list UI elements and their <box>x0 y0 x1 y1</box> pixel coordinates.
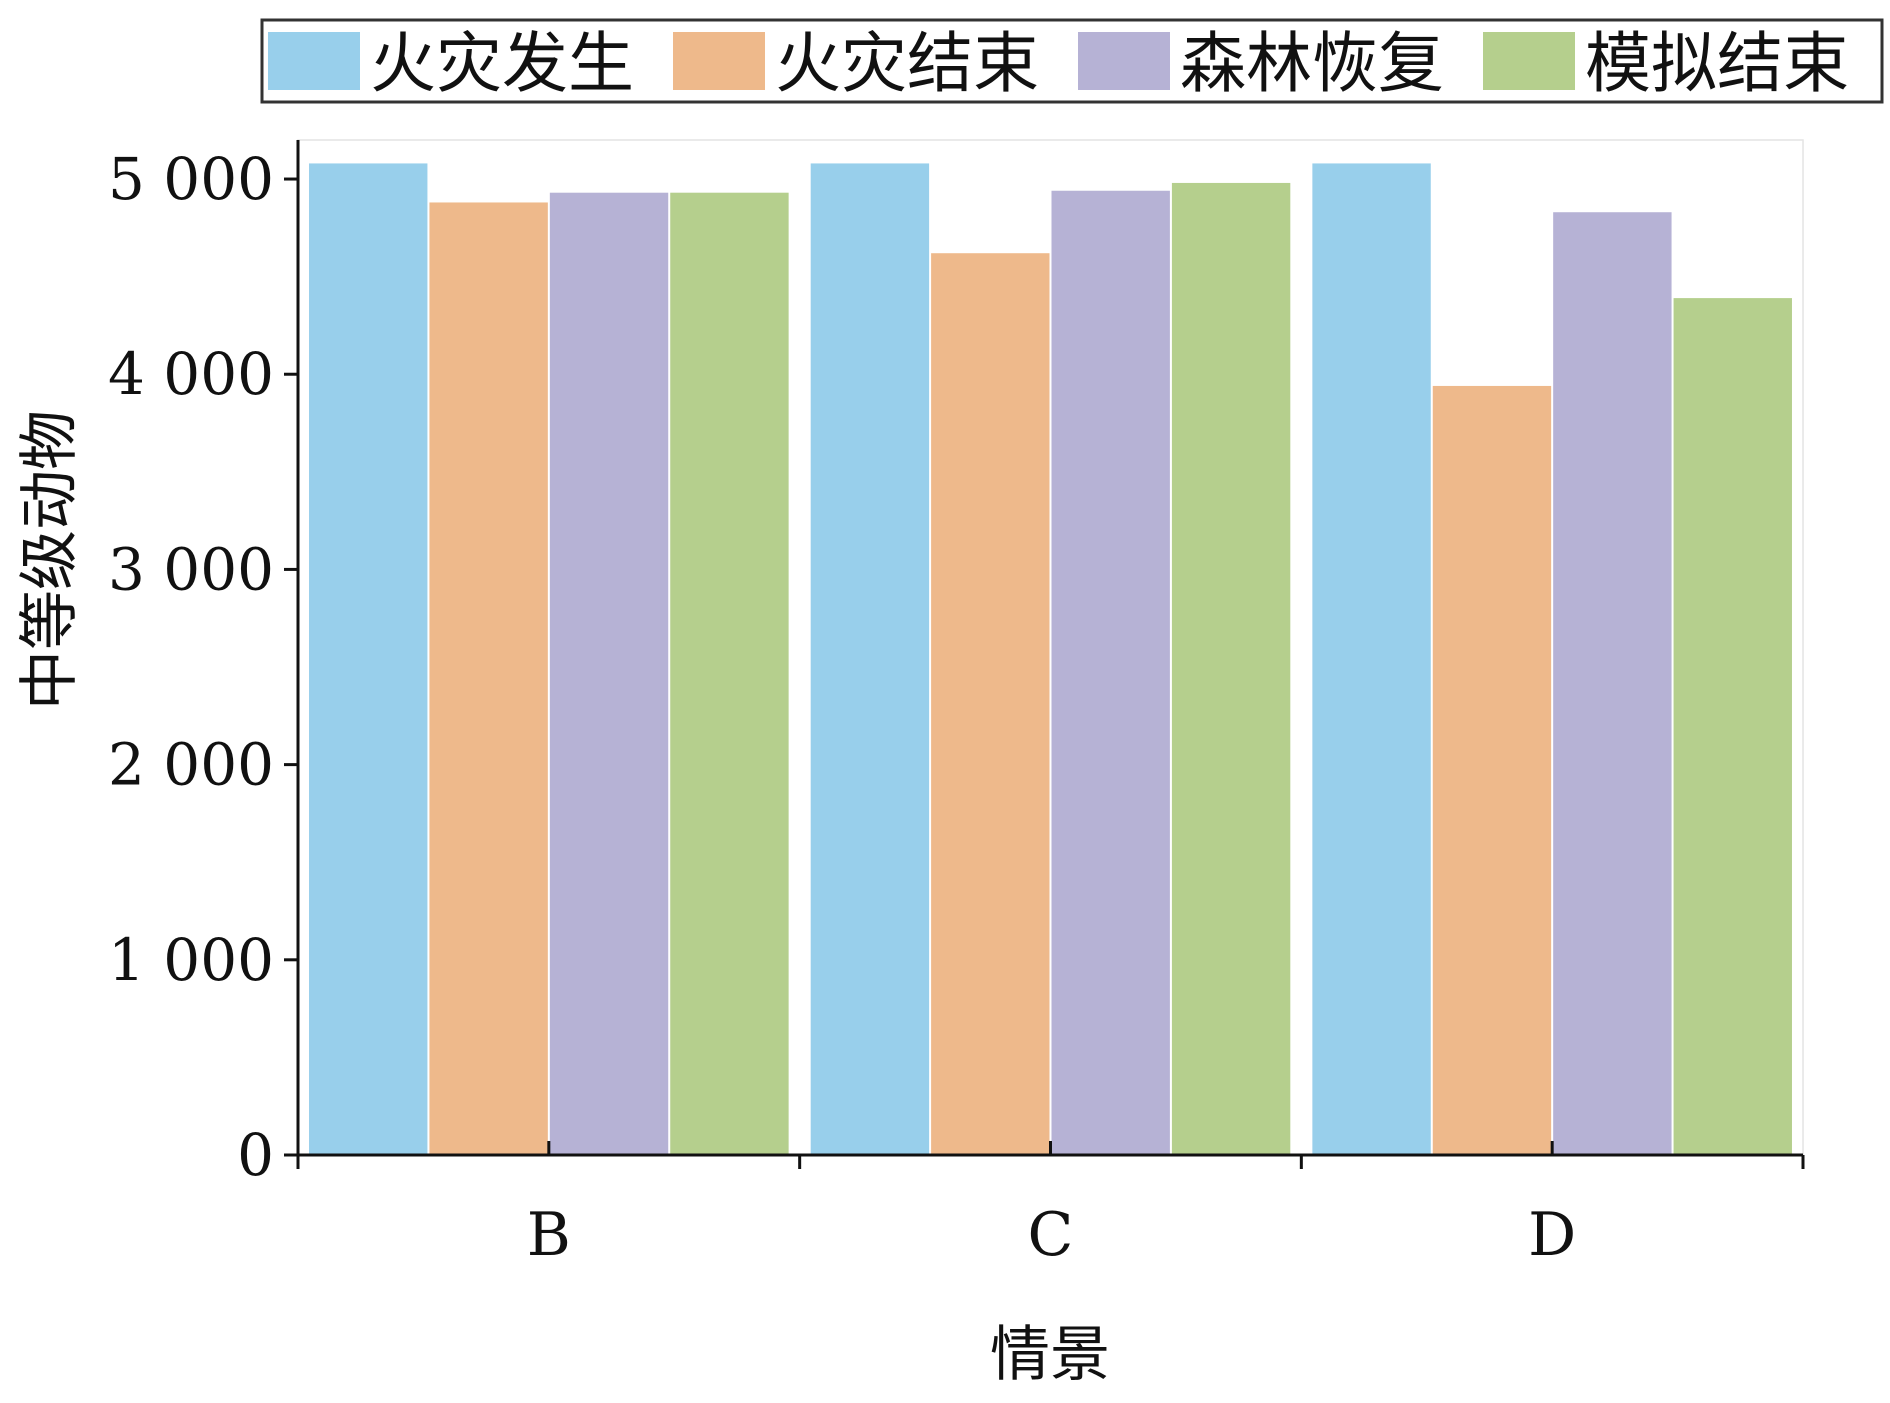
y-tick-label: 5 000 <box>108 145 274 213</box>
bars <box>309 163 1792 1156</box>
y-tick-label: 1 000 <box>108 926 274 994</box>
bar <box>1432 385 1552 1155</box>
bar <box>810 163 930 1155</box>
y-tick-label: 4 000 <box>108 340 274 408</box>
y-axis-title: 中等级动物 <box>15 410 85 710</box>
x-tick-label: C <box>1028 1200 1074 1270</box>
bar <box>1312 163 1431 1155</box>
bar <box>1673 298 1792 1155</box>
x-axis-ticks: B C D <box>296 1141 1805 1270</box>
bar <box>1553 212 1672 1155</box>
bar <box>549 192 669 1156</box>
plot-area <box>297 139 1804 1156</box>
bar <box>1171 182 1291 1155</box>
legend-label: 火灾发生 <box>370 25 634 102</box>
legend: 火灾发生 火灾结束 森林恢复 模拟结束 <box>260 18 1884 104</box>
bar <box>429 202 548 1155</box>
legend-swatch <box>1483 32 1575 90</box>
bar <box>309 163 428 1155</box>
legend-frame <box>260 18 1884 104</box>
legend-swatch <box>673 32 765 90</box>
y-tick-label: 3 000 <box>108 535 274 603</box>
legend-label: 火灾结束 <box>775 25 1039 102</box>
y-tick-label: 2 000 <box>108 731 274 799</box>
legend-label: 模拟结束 <box>1585 25 1849 102</box>
x-axis-title: 情景 <box>990 1320 1110 1390</box>
bar <box>670 192 789 1156</box>
bar <box>931 253 1050 1155</box>
x-tick-label: D <box>1528 1200 1576 1270</box>
legend-label: 森林恢复 <box>1180 25 1444 102</box>
bar <box>1051 190 1170 1155</box>
legend-swatch <box>268 32 360 90</box>
legend-swatch <box>1078 32 1170 90</box>
y-axis-ticks: 0 1 000 2 000 3 000 4 000 5 000 <box>108 145 298 1189</box>
plot-background <box>297 139 1804 1156</box>
y-tick-label: 0 <box>237 1121 274 1189</box>
x-tick-label: B <box>527 1200 571 1270</box>
